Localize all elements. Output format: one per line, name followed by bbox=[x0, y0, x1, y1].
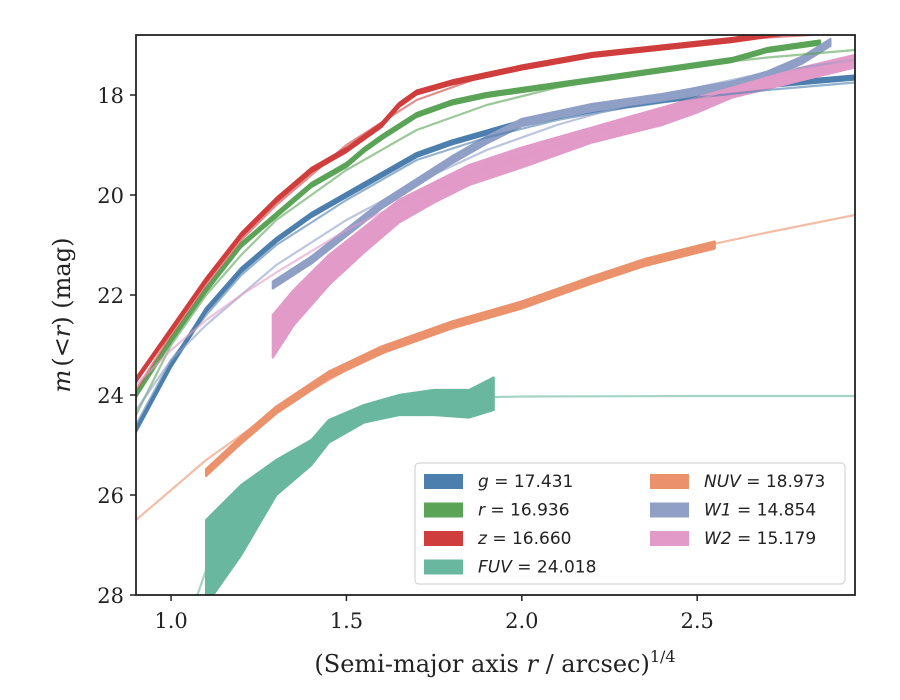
band-g bbox=[136, 74, 855, 434]
model-w2 bbox=[136, 58, 855, 386]
model-z bbox=[136, 35, 831, 391]
legend-label-g: g = 17.431 bbox=[478, 472, 573, 492]
band-nuv bbox=[205, 240, 716, 478]
y-tick-label: 24 bbox=[97, 384, 124, 408]
legend-swatch-g bbox=[424, 474, 463, 489]
legend: g = 17.431 r = 16.936 z = 16.660 FUV = 24.0… bbox=[414, 462, 846, 585]
legend-swatch-nuv bbox=[650, 474, 689, 489]
band-w1 bbox=[271, 37, 832, 290]
model-fuv bbox=[196, 394, 855, 595]
x-tick-label: 2.5 bbox=[680, 609, 713, 633]
legend-swatch-r bbox=[424, 502, 463, 518]
model-g bbox=[136, 81, 855, 426]
y-tick-label: 26 bbox=[97, 484, 124, 508]
model-curves bbox=[136, 35, 855, 595]
legend-label-r: r = 16.936 bbox=[478, 501, 570, 521]
legend-label-nuv: NUV = 18.973 bbox=[704, 472, 825, 492]
legend-label-z: z = 16.660 bbox=[477, 529, 571, 549]
y-tick-label: 22 bbox=[97, 284, 124, 308]
y-axis-title: m(<r) (mag) bbox=[48, 238, 76, 393]
y-tick-label: 28 bbox=[97, 584, 124, 608]
legend-swatch-z bbox=[424, 531, 463, 546]
legend-label-w1: W1 = 14.854 bbox=[704, 501, 816, 521]
x-axis-ticks: 1.0 1.5 2.0 2.5 bbox=[154, 595, 714, 633]
y-tick-label: 20 bbox=[97, 184, 124, 208]
model-w1 bbox=[136, 58, 855, 411]
legend-swatch-w1 bbox=[650, 502, 689, 518]
legend-swatch-fuv bbox=[424, 559, 463, 575]
legend-box bbox=[414, 462, 846, 585]
x-tick-label: 2.0 bbox=[505, 609, 538, 633]
x-axis-title: (Semi-major axis r / arcsec)1/4 bbox=[314, 647, 675, 678]
legend-label-w2: W2 = 15.179 bbox=[704, 529, 816, 549]
x-tick-label: 1.0 bbox=[154, 609, 187, 633]
y-tick-label: 18 bbox=[97, 84, 124, 108]
legend-swatch-w2 bbox=[650, 531, 689, 546]
model-r bbox=[136, 48, 855, 416]
y-axis-ticks: 18 20 22 24 26 28 bbox=[97, 84, 136, 608]
legend-label-fuv: FUV = 24.018 bbox=[478, 558, 596, 578]
x-tick-label: 1.5 bbox=[330, 609, 363, 633]
band-w2 bbox=[271, 53, 855, 359]
band-fuv bbox=[205, 376, 495, 595]
model-nuv bbox=[136, 213, 855, 521]
plot-frame bbox=[135, 34, 856, 596]
